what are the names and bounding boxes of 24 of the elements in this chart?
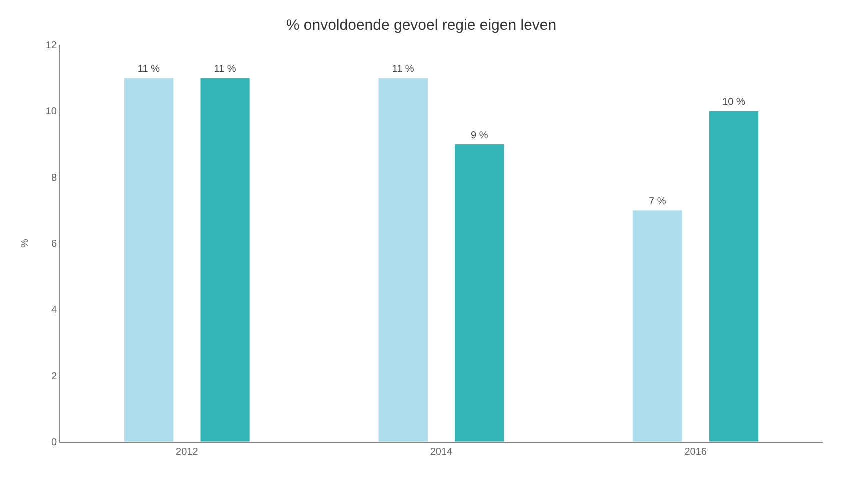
bar: [454, 144, 505, 442]
y-tick-label: 10: [46, 106, 58, 118]
y-axis-title: %: [20, 238, 31, 248]
y-tick-label: 2: [51, 371, 58, 382]
y-tick-label: 6: [51, 239, 58, 250]
bar: [708, 110, 760, 442]
y-tick-label: 4: [51, 305, 58, 316]
bar: [378, 78, 428, 442]
bar: [632, 210, 683, 442]
data-label: 11 %: [392, 64, 414, 76]
data-label: 11 %: [214, 64, 236, 76]
data-label: 9 %: [470, 130, 488, 142]
x-tick-label: 2014: [430, 447, 454, 458]
x-tick-label: 2012: [176, 447, 199, 458]
data-label: 7 %: [649, 196, 666, 208]
data-label: 11 %: [138, 64, 160, 76]
y-tick-label: 0: [51, 438, 58, 448]
x-tick-label: 2016: [684, 447, 708, 458]
bar: [200, 78, 250, 442]
bar: [124, 78, 174, 442]
y-tick-label: 8: [51, 172, 58, 184]
chart-title: % onvoldoende gevoel regie eigen leven: [286, 16, 557, 34]
y-tick-label: 12: [46, 40, 58, 52]
data-label: 10 %: [722, 97, 746, 108]
